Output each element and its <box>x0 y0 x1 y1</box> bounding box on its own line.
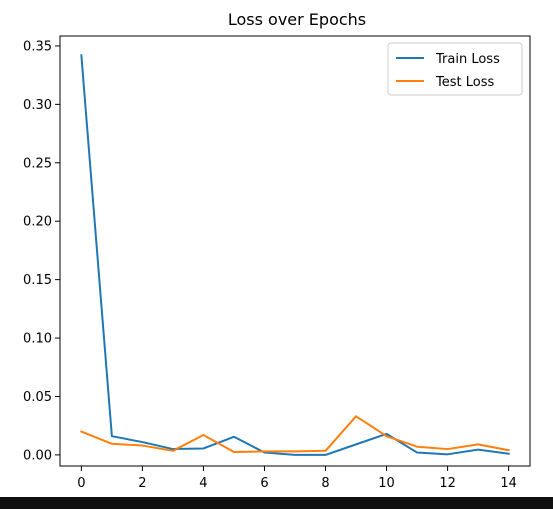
axes-frame <box>59 35 531 467</box>
x-tick-label: 2 <box>138 476 146 491</box>
x-tick-label: 8 <box>321 476 329 491</box>
y-tick-label: 0.25 <box>23 156 52 171</box>
legend: Train Loss Test Loss <box>387 42 523 96</box>
x-tick-label: 12 <box>439 476 456 491</box>
y-tick-label: 0.00 <box>23 448 52 463</box>
legend-label: Test Loss <box>435 75 494 90</box>
y-tick-label: 0.20 <box>23 215 52 230</box>
plot-area: 0 2 4 6 8 10 12 14 0.00 0.05 0.10 0.15 0.20 0.25 0.30 0… <box>23 35 531 491</box>
y-tick-label: 0.05 <box>23 390 52 405</box>
chart-title: Loss over Epochs <box>228 10 366 29</box>
x-tick-label: 4 <box>199 476 207 491</box>
x-tick-label: 0 <box>77 476 85 491</box>
y-tick-label: 0.30 <box>23 98 52 113</box>
y-tick-label: 0.10 <box>23 332 52 347</box>
series-line-test-loss <box>80 415 510 453</box>
x-tick-label: 10 <box>378 476 395 491</box>
y-tick-label: 0.15 <box>23 273 52 288</box>
series-line-train-loss <box>80 54 510 456</box>
legend-label: Train Loss <box>435 52 500 67</box>
x-tick-label: 14 <box>500 476 517 491</box>
bottom-bar <box>0 497 553 509</box>
y-tick-label: 0.35 <box>23 39 52 54</box>
x-tick-label: 6 <box>260 476 268 491</box>
